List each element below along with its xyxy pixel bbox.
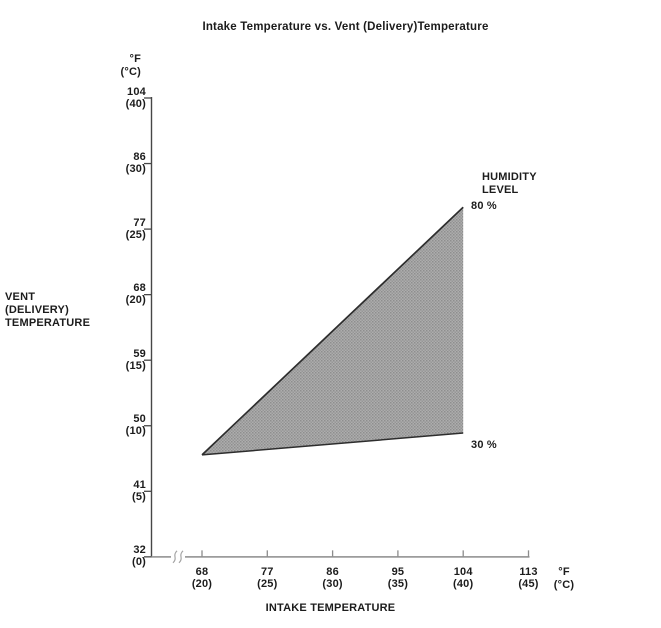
x-tick-f: 68 (195, 566, 209, 578)
y-tick-f: 77 (133, 216, 146, 229)
y-tick-c: (15) (125, 359, 146, 372)
x-tick-c: (40) (453, 578, 474, 590)
x-axis-title: INTAKE TEMPERATURE (265, 602, 396, 614)
x-tick-c: (45) (518, 578, 539, 590)
x-tick-f: 113 (519, 566, 538, 578)
y-tick-f: 41 (133, 478, 146, 491)
y-tick-c: (20) (125, 294, 146, 307)
humidity-legend-line-1: HUMIDITY (482, 171, 537, 183)
y-tick-f: 104 (127, 85, 146, 98)
x-tick-label: 104 (40) (431, 566, 495, 590)
y-axis-title-line-3: TEMPERATURE (5, 316, 91, 329)
x-tick-c: (30) (322, 578, 343, 590)
y-axis-unit-f: °F (129, 53, 141, 65)
y-tick-f: 59 (133, 347, 146, 360)
x-tick-label: 86 (30) (301, 566, 365, 590)
y-tick-c: (25) (125, 228, 146, 241)
y-tick-label: 41 (5) (62, 479, 146, 503)
x-axis-unit-label: °F (°C) (536, 566, 592, 591)
x-tick-label: 95 (35) (366, 566, 430, 590)
upper-humidity-value-label: 80 % (471, 200, 497, 212)
y-tick-c: (10) (125, 425, 146, 438)
y-axis-title-line-1: VENT (5, 291, 36, 303)
x-tick-c: (25) (257, 578, 278, 590)
upper-humidity-boundary-line (201, 206, 464, 456)
y-tick-label: 104 (40) (62, 86, 146, 110)
axis-break-icon (172, 550, 178, 564)
humidity-level-legend: HUMIDITY LEVEL (482, 171, 537, 197)
x-tick-f: 77 (260, 566, 274, 578)
chart-title: Intake Temperature vs. Vent (Delivery)Te… (202, 21, 489, 33)
y-axis-unit-c: (°C) (120, 65, 141, 78)
y-tick-c: (30) (125, 163, 146, 176)
y-tick-f: 68 (133, 282, 146, 295)
y-tick-label: 50 (10) (62, 413, 146, 437)
y-tick-label: 77 (25) (62, 217, 146, 241)
axis-break-gap (171, 549, 185, 564)
y-tick-f: 86 (133, 151, 146, 164)
x-tick-f: 86 (326, 566, 339, 578)
y-tick-label: 59 (15) (62, 348, 146, 372)
y-tick-label: 86 (30) (62, 151, 146, 175)
y-tick-f: 32 (133, 544, 146, 557)
y-axis-title-line-2: (DELIVERY) (5, 303, 69, 316)
y-tick-c: (0) (131, 556, 146, 569)
x-tick-label: 113 (45) (497, 566, 561, 590)
y-tick-c: (40) (125, 97, 146, 110)
y-axis-unit-label: °F (°C) (81, 53, 141, 78)
lower-humidity-value-label: 30 % (471, 439, 497, 451)
x-tick-c: (35) (387, 578, 409, 590)
x-axis-unit-f: °F (558, 566, 570, 578)
y-tick-label: 68 (20) (62, 282, 146, 306)
x-tick-label: 68 (20) (170, 566, 234, 590)
y-tick-label: 32 (0) (62, 544, 146, 568)
x-tick-f: 104 (453, 566, 473, 578)
x-tick-label: 77 (25) (235, 566, 299, 590)
y-tick-f: 50 (133, 413, 146, 426)
lower-humidity-boundary-line (201, 432, 464, 456)
x-axis-unit-c: (°C) (553, 578, 575, 591)
y-tick-c: (5) (131, 490, 146, 503)
x-tick-f: 95 (391, 566, 405, 578)
y-axis-title: VENT (DELIVERY) TEMPERATURE (5, 291, 90, 329)
x-tick-c: (20) (191, 578, 213, 590)
humidity-legend-line-2: LEVEL (482, 183, 519, 196)
axis-break-icon (178, 550, 184, 564)
